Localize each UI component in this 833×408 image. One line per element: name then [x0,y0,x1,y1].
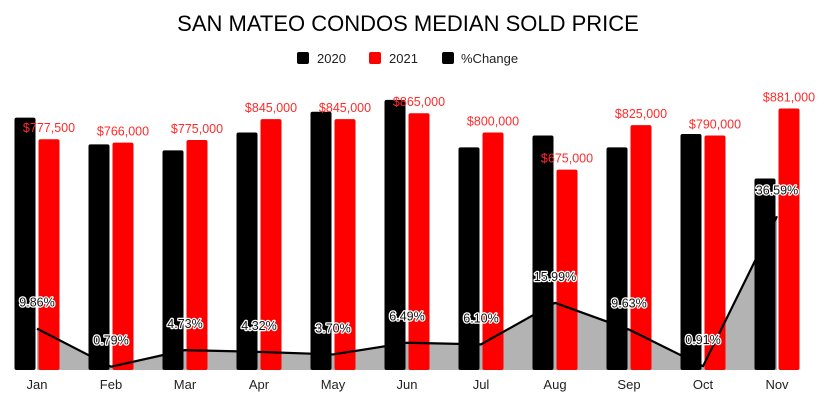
label-2021-apr: $845,000 [245,101,297,115]
label-pct-jan: 9.86% [19,296,54,310]
bar-2021-mar [186,139,208,370]
x-tick-jun: Jun [397,377,418,392]
x-tick-jul: Jul [473,377,490,392]
x-axis-ticks: Jan Feb Mar Apr May Jun Jul Aug Sep Oct Nov [27,377,790,392]
pct-change-area-layer [37,216,777,370]
label-pct-apr: 4.32% [241,319,276,333]
bar-2020-sep [606,147,628,370]
label-2021-may: $845,000 [319,101,371,115]
label-2021-oct: $790,000 [689,117,741,131]
bar-2020-aug [532,135,554,370]
label-2021-jul: $800,000 [467,115,519,129]
bar-2021-sep [630,125,652,371]
x-tick-oct: Oct [693,377,714,392]
bar-2021-jul [482,132,504,370]
label-2021-jun: $865,000 [393,95,445,109]
label-2021-jan: $777,500 [23,121,75,135]
bar-2021-apr [260,119,282,370]
label-pct-nov: 36.59% [756,183,798,197]
bar-2020-mar [162,150,184,370]
chart-title: SAN MATEO CONDOS MEDIAN SOLD PRICE [177,11,639,36]
bar-2020-may [310,111,332,370]
bar-2021-feb [112,142,134,370]
label-2021-aug: $675,000 [541,152,593,166]
label-2021-feb: $766,000 [97,125,149,139]
x-tick-jan: Jan [27,377,48,392]
bar-2021-nov [778,108,800,370]
pct-change-area [37,216,777,370]
bar-2020-feb [88,144,110,370]
x-tick-apr: Apr [249,377,270,392]
pct-change-line-layer [36,215,778,368]
legend: 2020 2021 %Change [297,51,518,66]
x-tick-mar: Mar [174,377,197,392]
bar-2021-aug [556,169,578,370]
x-tick-feb: Feb [100,377,122,392]
label-2021-mar: $775,000 [171,122,223,136]
label-pct-jul: 6.10% [463,311,498,325]
bar-2020-jul [458,147,480,370]
bars-layer [14,99,800,371]
legend-swatch-pct-change [442,52,454,64]
label-2021-sep: $825,000 [615,107,667,121]
x-tick-may: May [321,377,346,392]
bar-2021-may [334,119,356,370]
bar-2020-jun [384,99,406,370]
label-pct-oct: 0.91% [685,333,720,347]
label-pct-mar: 4.73% [167,317,202,331]
x-tick-sep: Sep [617,377,640,392]
legend-swatch-2021 [369,52,381,64]
label-pct-jun: 6.49% [389,310,424,324]
bar-2021-oct [704,135,726,370]
x-tick-aug: Aug [543,377,566,392]
label-pct-sep: 9.63% [611,297,646,311]
label-pct-may: 3.70% [315,321,350,335]
data-labels-layer: $777,500 9.86% $766,000 0.79% $775,000 4.73% $… [18,90,815,348]
bar-2020-oct [680,134,702,370]
bar-2020-jan [14,117,36,371]
legend-swatch-2020 [297,52,309,64]
bar-2021-jun [408,113,430,371]
legend-label-pct-change: %Change [461,51,518,66]
x-tick-nov: Nov [765,377,789,392]
label-pct-aug: 15.99% [534,270,576,284]
label-pct-feb: 0.79% [93,334,128,348]
legend-label-2021: 2021 [389,51,418,66]
bar-2020-apr [236,132,258,370]
pct-change-line [36,215,778,368]
legend-label-2020: 2020 [317,51,346,66]
bar-2020-nov [754,178,776,370]
bar-2021-jan [38,139,60,370]
label-2021-nov: $881,000 [763,90,815,104]
